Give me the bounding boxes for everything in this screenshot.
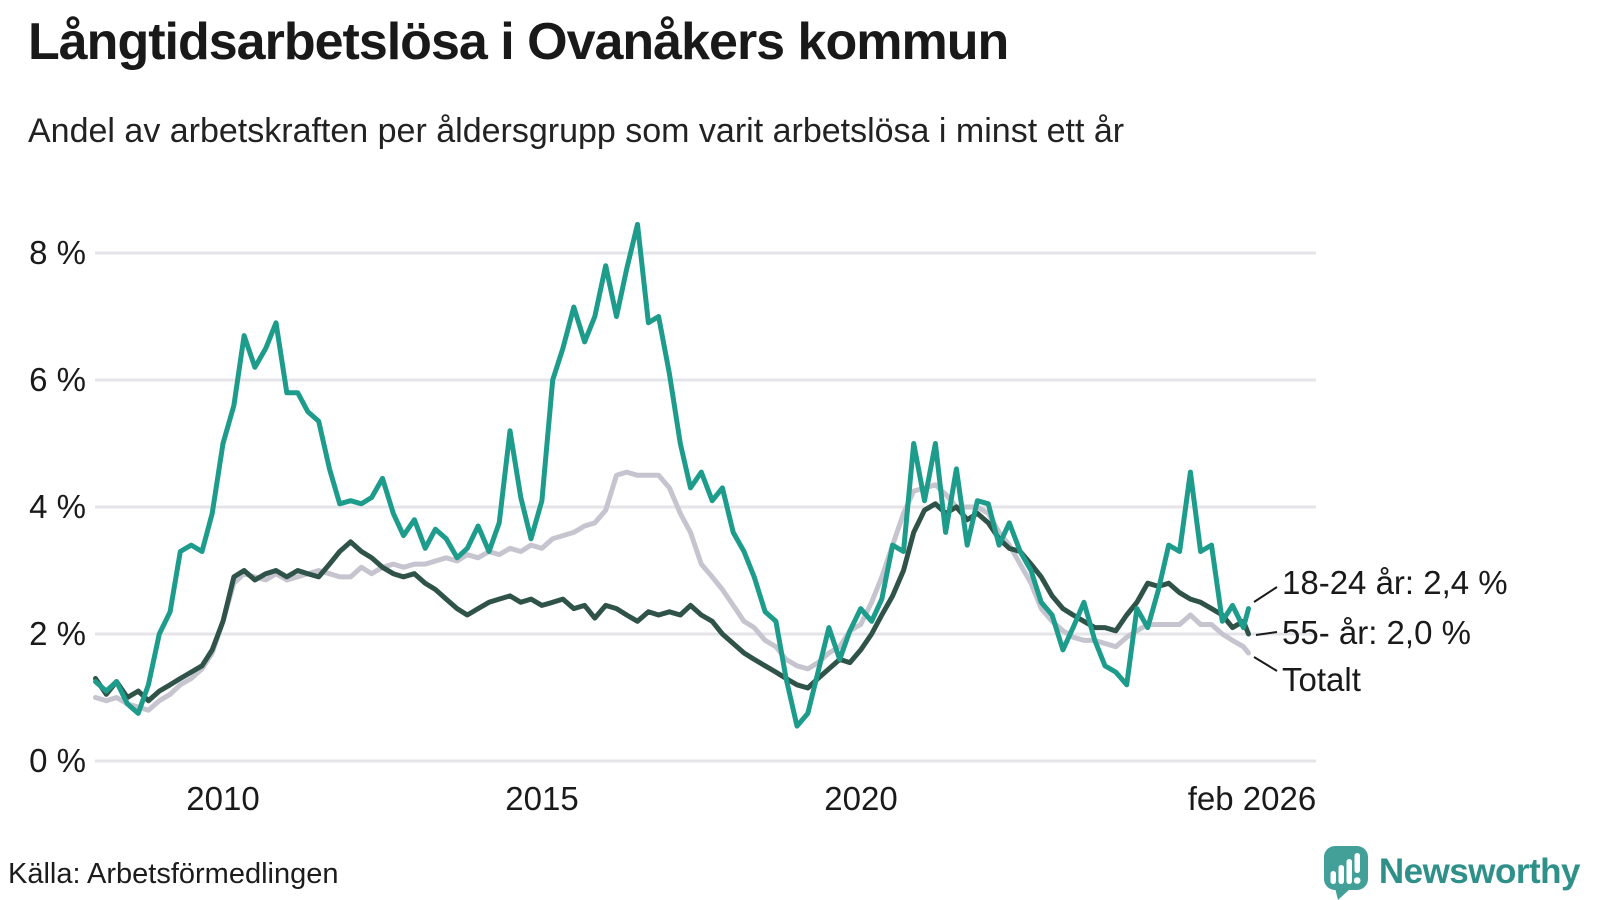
y-axis-tick-label: 6 % (29, 361, 86, 398)
y-axis-tick-label: 0 % (29, 742, 86, 779)
newsworthy-logo-icon (1323, 846, 1368, 900)
series-end-label-18-24: 18-24 år: 2,4 % (1282, 564, 1508, 601)
newsworthy-logo-text: Newsworthy (1378, 852, 1581, 891)
page-title: Långtidsarbetslösa i Ovanåkers kommun (28, 13, 1009, 71)
x-axis-tick-label: 2015 (505, 780, 579, 817)
y-axis-tick-label: 8 % (29, 234, 86, 271)
x-axis-tick-label: 2020 (824, 780, 898, 817)
newsworthy-logo: Newsworthy (1323, 844, 1581, 900)
source-caption: Källa: Arbetsförmedlingen (8, 858, 339, 890)
chart-subtitle: Andel av arbetskraften per åldersgrupp s… (28, 112, 1125, 150)
y-axis-tick-label: 4 % (29, 488, 86, 525)
series-end-label-total: Totalt (1282, 661, 1361, 698)
x-axis-tick-label: feb 2026 (1187, 780, 1317, 817)
y-axis-tick-label: 2 % (29, 615, 86, 652)
x-axis-tick-label: 2010 (186, 780, 260, 817)
series-end-label-55: 55- år: 2,0 % (1282, 614, 1471, 651)
